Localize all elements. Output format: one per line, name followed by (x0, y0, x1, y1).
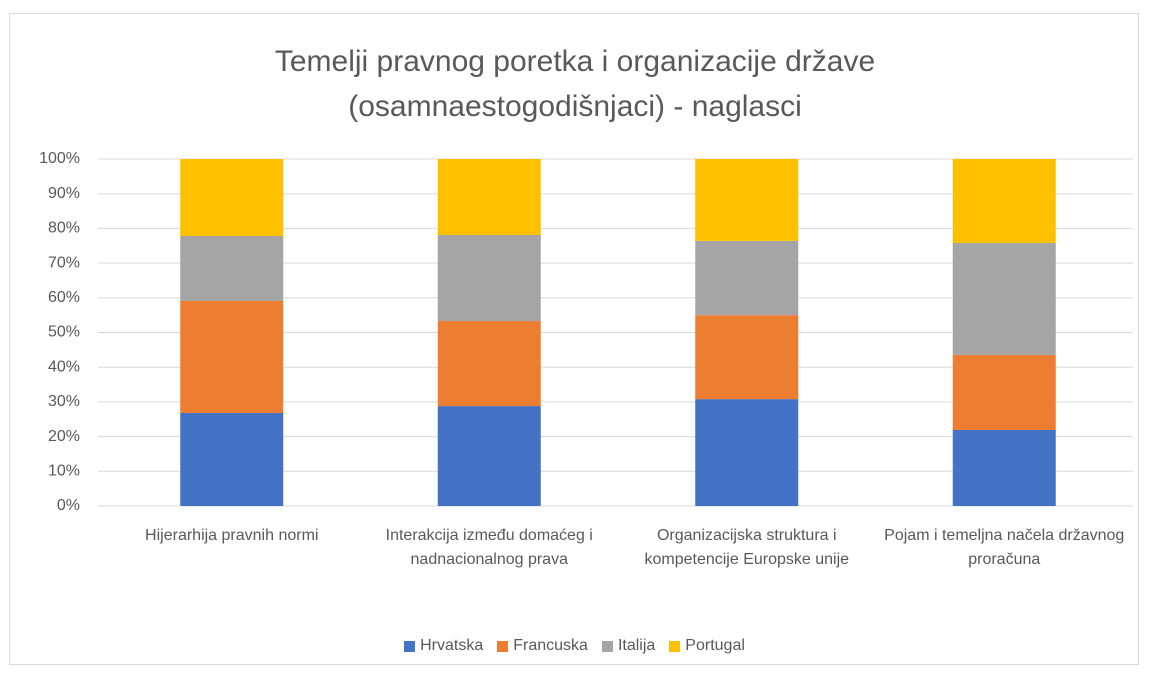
bar-segment (437, 321, 541, 407)
x-tick-label: Hijerarhija pravnih normi (145, 527, 319, 544)
legend-swatch (404, 640, 416, 652)
bar-segment (952, 355, 1056, 431)
y-tick-label: 100% (39, 150, 80, 167)
y-tick-label: 90% (48, 185, 80, 202)
legend-swatch (601, 640, 613, 652)
legend-item: Italija (601, 637, 656, 655)
legend-swatch (497, 640, 509, 652)
y-tick-label: 80% (48, 220, 80, 237)
y-tick-label: 10% (48, 463, 80, 480)
bar-segment (180, 300, 284, 414)
bar-segment (437, 159, 541, 235)
bar-segment (695, 315, 799, 400)
y-tick-label: 70% (48, 254, 80, 271)
y-tick-label: 50% (48, 324, 80, 341)
x-tick-label: Organizacijska struktura i kompetencije … (644, 527, 850, 568)
y-tick-label: 60% (48, 289, 80, 306)
y-tick-label: 20% (48, 428, 80, 445)
x-tick-label: Interakcija između domaćeg i nadnacional… (385, 527, 593, 568)
legend-label: Portugal (685, 637, 745, 654)
legend-label: Italija (617, 637, 656, 654)
bar-segment (952, 242, 1056, 356)
legend-item: Portugal (669, 637, 745, 655)
legend: Hrvatska Francuska Italija Portugal (0, 637, 1149, 655)
bar-segment (952, 430, 1056, 506)
bar-segment (695, 240, 799, 316)
y-tick-label: 30% (48, 393, 80, 410)
legend-swatch (669, 640, 681, 652)
bar-segment (952, 159, 1056, 243)
chart-border (9, 13, 1139, 665)
chart-title: Temelji pravnog poretka i organizacije d… (275, 45, 875, 78)
legend-item: Hrvatska (404, 637, 483, 655)
bar-segment (437, 234, 541, 322)
bar-segment (180, 236, 284, 301)
y-tick-label: 0% (57, 497, 80, 514)
bar-segment (695, 399, 799, 506)
bar-segment (180, 159, 284, 237)
x-tick-label: Pojam i temeljna načela državnog proraču… (884, 527, 1125, 568)
legend-label: Hrvatska (420, 637, 484, 654)
legend-item: Francuska (497, 637, 588, 655)
bar-segment (437, 406, 541, 506)
chart-title: (osamnaestogodišnjaci) - naglasci (348, 90, 802, 123)
y-tick-label: 40% (48, 358, 80, 375)
bar-segment (180, 413, 284, 506)
bar-segment (695, 159, 799, 241)
legend-label: Francuska (513, 637, 588, 654)
